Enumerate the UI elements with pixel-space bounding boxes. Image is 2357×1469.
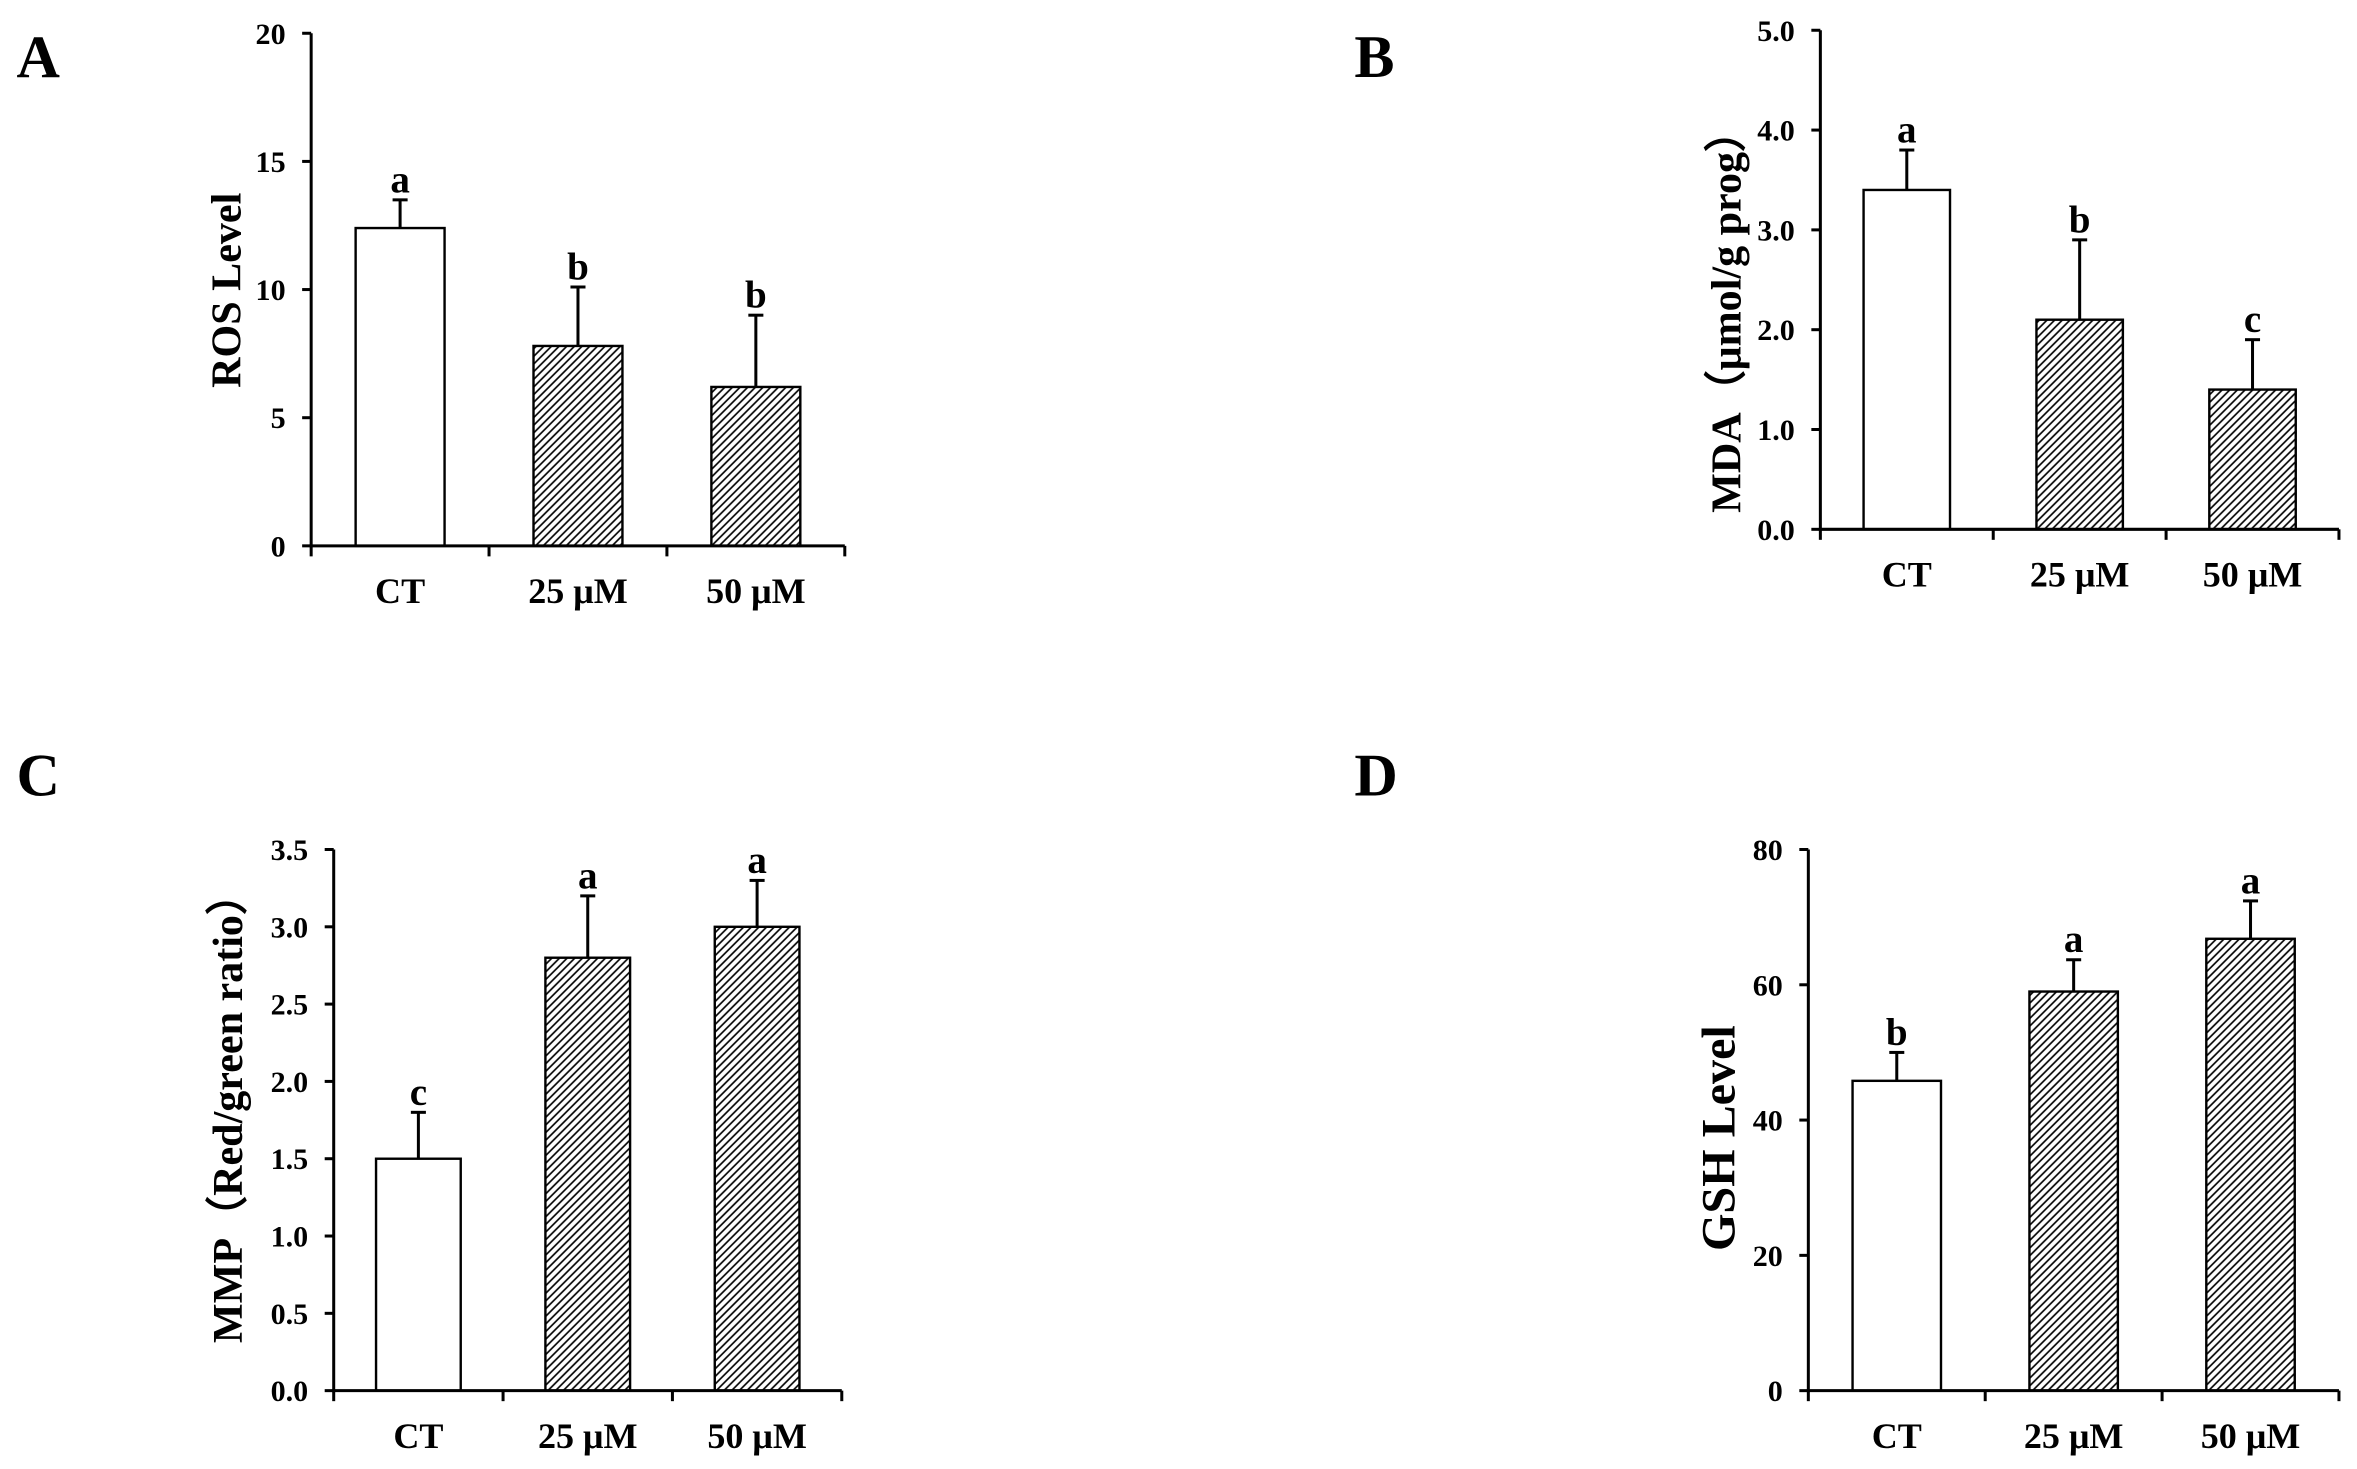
significance-letter-d-50-um: a [2241,859,2261,902]
y-tick-label-b: 1.0 [1757,413,1795,447]
y-tick-label-d: 0 [1768,1374,1783,1408]
y-tick-label-b: 2.0 [1757,313,1795,347]
bar-b-50-um [2208,388,2297,531]
y-tick-label-d: 80 [1753,833,1783,867]
x-tick-label-c-ct: CT [393,1416,443,1456]
significance-letter-c-25-um: a [578,854,598,897]
significance-letter-b-25-um: b [2069,198,2091,241]
y-tick-label-b: 4.0 [1757,114,1795,148]
y-tick-label-c: 0.0 [271,1374,309,1408]
x-tick-label-d-25-um: 25 μM [2024,1416,2124,1456]
significance-letter-d-25-um: a [2064,918,2084,961]
bar-a-25-um [532,344,624,548]
bar-d-ct [1851,1079,1943,1392]
panel-label-c: C [17,742,60,809]
panel-d: D GSH Level b CT a 25 μM a 50 μM 0 20 40 60 80 [1354,742,2341,1456]
y-tick-label-c: 2.0 [271,1065,309,1099]
y-tick-label-a: 5 [271,401,286,435]
y-tick-label-a: 15 [256,145,286,179]
y-tick-label-c: 3.5 [271,833,309,867]
y-tick-label-a: 0 [271,529,286,563]
significance-letter-c-50-um: a [747,839,767,882]
bar-c-ct [374,1157,462,1392]
bar-a-50-um [710,385,802,548]
significance-letter-a-50-um: b [745,274,767,317]
panel-b: B MDA（μmol/g prog） a CT b 25 μM c 50 μM 0.0 1.0 2.… [1354,14,2341,594]
y-tick-label-d: 40 [1753,1104,1783,1138]
bar-c-50-um [713,925,801,1392]
significance-letter-c-ct: c [410,1071,427,1114]
bar-b-ct [1862,188,1952,531]
x-tick-label-b-ct: CT [1882,554,1932,594]
y-axis-title-c: MMP（Red/green ratio） [205,873,252,1343]
y-axis-title-a: ROS Level [205,193,251,388]
y-tick-label-c: 0.5 [271,1297,309,1331]
significance-letter-a-ct: a [390,158,410,201]
y-tick-label-c: 1.5 [271,1142,309,1176]
x-tick-label-c-50-um: 50 μM [707,1416,807,1456]
x-tick-label-a-25-um: 25 μM [528,571,628,611]
y-axis-title-b: MDA（μmol/g prog） [1704,110,1751,513]
y-tick-label-c: 3.0 [271,910,309,944]
y-tick-label-b: 0.0 [1757,513,1795,547]
y-tick-label-b: 5.0 [1757,14,1795,48]
panel-c: C MMP（Red/green ratio） c CT a 25 μM a 50 μM 0.0 0… [17,742,844,1456]
x-tick-label-b-50-um: 50 μM [2203,554,2303,594]
bar-c-25-um [544,956,632,1392]
x-tick-label-d-50-um: 50 μM [2201,1416,2301,1456]
y-tick-label-c: 2.5 [271,988,309,1022]
panel-label-d: D [1354,742,1397,809]
panels: A ROS Level a CT b 25 μM b 50 μM 0 5 10 15 20 B MDA（μm… [17,14,2341,1456]
bar-a-ct [354,226,446,548]
x-tick-label-b-25-um: 25 μM [2030,554,2130,594]
y-tick-label-c: 1.0 [271,1220,309,1254]
y-tick-label-d: 20 [1753,1239,1783,1273]
y-tick-label-a: 20 [256,17,286,51]
bar-b-25-um [2035,318,2125,531]
bar-d-25-um [2028,990,2120,1392]
x-tick-label-a-50-um: 50 μM [706,571,806,611]
significance-letter-a-25-um: b [567,245,589,288]
x-tick-label-d-ct: CT [1872,1416,1922,1456]
x-tick-label-a-ct: CT [375,571,425,611]
x-tick-label-c-25-um: 25 μM [538,1416,638,1456]
panel-a: A ROS Level a CT b 25 μM b 50 μM 0 5 10 15 20 [17,17,847,611]
bar-d-50-um [2205,937,2296,1392]
y-tick-label-d: 60 [1753,968,1783,1002]
y-tick-label-b: 3.0 [1757,213,1795,247]
y-tick-label-a: 10 [256,273,286,307]
significance-letter-b-50-um: c [2244,298,2261,341]
significance-letter-d-ct: b [1886,1011,1908,1054]
y-axis-title-d: GSH Level [1693,1025,1746,1251]
panel-label-a: A [17,24,60,91]
panel-label-b: B [1354,24,1394,91]
significance-letter-b-ct: a [1897,109,1917,152]
